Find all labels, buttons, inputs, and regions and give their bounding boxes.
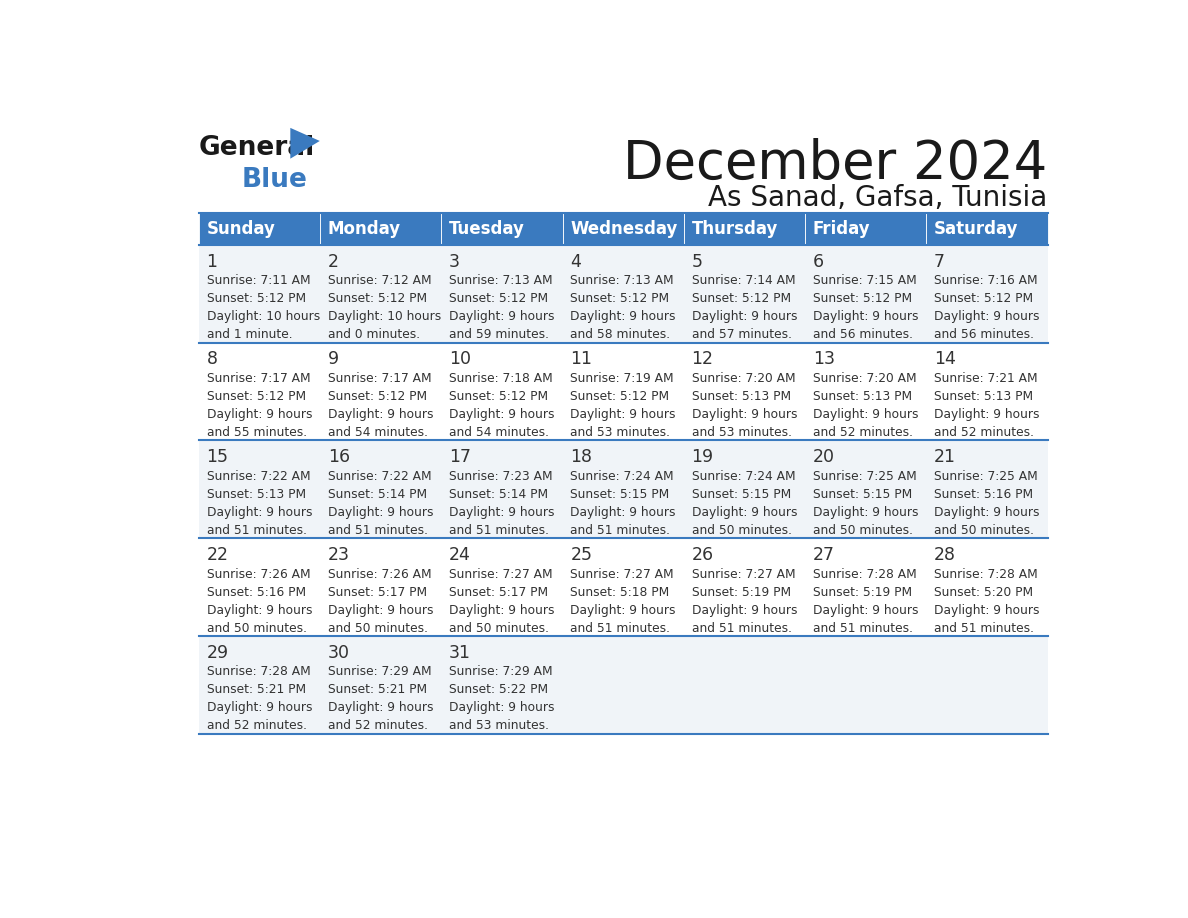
Text: 22: 22 (207, 546, 228, 564)
Text: 3: 3 (449, 252, 460, 271)
Bar (198, 538, 1048, 636)
Bar (805, 213, 927, 245)
Text: Sunrise: 7:15 AM
Sunset: 5:12 PM
Daylight: 9 hours
and 56 minutes.: Sunrise: 7:15 AM Sunset: 5:12 PM Dayligh… (813, 274, 918, 341)
Text: Saturday: Saturday (934, 219, 1018, 238)
Text: Thursday: Thursday (691, 219, 778, 238)
Text: December 2024: December 2024 (624, 138, 1048, 190)
Text: 25: 25 (570, 546, 593, 564)
Text: Sunrise: 7:13 AM
Sunset: 5:12 PM
Daylight: 9 hours
and 59 minutes.: Sunrise: 7:13 AM Sunset: 5:12 PM Dayligh… (449, 274, 555, 341)
Text: Sunrise: 7:20 AM
Sunset: 5:13 PM
Daylight: 9 hours
and 53 minutes.: Sunrise: 7:20 AM Sunset: 5:13 PM Dayligh… (691, 372, 797, 439)
Text: 1: 1 (207, 252, 217, 271)
Text: Sunrise: 7:17 AM
Sunset: 5:12 PM
Daylight: 9 hours
and 55 minutes.: Sunrise: 7:17 AM Sunset: 5:12 PM Dayligh… (207, 372, 312, 439)
Text: 17: 17 (449, 448, 472, 466)
Text: Sunrise: 7:25 AM
Sunset: 5:15 PM
Daylight: 9 hours
and 50 minutes.: Sunrise: 7:25 AM Sunset: 5:15 PM Dayligh… (813, 470, 918, 537)
Bar (198, 213, 320, 245)
Text: Sunrise: 7:27 AM
Sunset: 5:18 PM
Daylight: 9 hours
and 51 minutes.: Sunrise: 7:27 AM Sunset: 5:18 PM Dayligh… (570, 567, 676, 634)
Text: 16: 16 (328, 448, 350, 466)
Text: 19: 19 (691, 448, 714, 466)
Bar (198, 441, 1048, 538)
Bar (320, 213, 441, 245)
Text: Sunrise: 7:18 AM
Sunset: 5:12 PM
Daylight: 9 hours
and 54 minutes.: Sunrise: 7:18 AM Sunset: 5:12 PM Dayligh… (449, 372, 555, 439)
Text: Sunday: Sunday (207, 219, 276, 238)
Text: Sunrise: 7:29 AM
Sunset: 5:22 PM
Daylight: 9 hours
and 53 minutes.: Sunrise: 7:29 AM Sunset: 5:22 PM Dayligh… (449, 666, 555, 733)
Text: 10: 10 (449, 351, 472, 368)
Text: 28: 28 (934, 546, 956, 564)
Text: 31: 31 (449, 644, 472, 662)
Text: Sunrise: 7:27 AM
Sunset: 5:17 PM
Daylight: 9 hours
and 50 minutes.: Sunrise: 7:27 AM Sunset: 5:17 PM Dayligh… (449, 567, 555, 634)
Text: Sunrise: 7:23 AM
Sunset: 5:14 PM
Daylight: 9 hours
and 51 minutes.: Sunrise: 7:23 AM Sunset: 5:14 PM Dayligh… (449, 470, 555, 537)
Text: Sunrise: 7:22 AM
Sunset: 5:14 PM
Daylight: 9 hours
and 51 minutes.: Sunrise: 7:22 AM Sunset: 5:14 PM Dayligh… (328, 470, 434, 537)
Text: General: General (198, 135, 315, 161)
Bar (563, 213, 684, 245)
Text: Sunrise: 7:19 AM
Sunset: 5:12 PM
Daylight: 9 hours
and 53 minutes.: Sunrise: 7:19 AM Sunset: 5:12 PM Dayligh… (570, 372, 676, 439)
Text: 14: 14 (934, 351, 956, 368)
Text: Sunrise: 7:28 AM
Sunset: 5:21 PM
Daylight: 9 hours
and 52 minutes.: Sunrise: 7:28 AM Sunset: 5:21 PM Dayligh… (207, 666, 312, 733)
Text: 5: 5 (691, 252, 702, 271)
Text: 6: 6 (813, 252, 824, 271)
Text: Sunrise: 7:26 AM
Sunset: 5:17 PM
Daylight: 9 hours
and 50 minutes.: Sunrise: 7:26 AM Sunset: 5:17 PM Dayligh… (328, 567, 434, 634)
Text: 11: 11 (570, 351, 593, 368)
Bar (441, 213, 563, 245)
Text: 13: 13 (813, 351, 835, 368)
Text: Sunrise: 7:11 AM
Sunset: 5:12 PM
Daylight: 10 hours
and 1 minute.: Sunrise: 7:11 AM Sunset: 5:12 PM Dayligh… (207, 274, 320, 341)
Text: 7: 7 (934, 252, 944, 271)
Text: Sunrise: 7:21 AM
Sunset: 5:13 PM
Daylight: 9 hours
and 52 minutes.: Sunrise: 7:21 AM Sunset: 5:13 PM Dayligh… (934, 372, 1040, 439)
Text: 23: 23 (328, 546, 349, 564)
Text: Sunrise: 7:27 AM
Sunset: 5:19 PM
Daylight: 9 hours
and 51 minutes.: Sunrise: 7:27 AM Sunset: 5:19 PM Dayligh… (691, 567, 797, 634)
Text: Sunrise: 7:25 AM
Sunset: 5:16 PM
Daylight: 9 hours
and 50 minutes.: Sunrise: 7:25 AM Sunset: 5:16 PM Dayligh… (934, 470, 1040, 537)
Text: 27: 27 (813, 546, 835, 564)
Polygon shape (290, 128, 320, 159)
Bar (927, 213, 1048, 245)
Text: Sunrise: 7:24 AM
Sunset: 5:15 PM
Daylight: 9 hours
and 50 minutes.: Sunrise: 7:24 AM Sunset: 5:15 PM Dayligh… (691, 470, 797, 537)
Text: Sunrise: 7:22 AM
Sunset: 5:13 PM
Daylight: 9 hours
and 51 minutes.: Sunrise: 7:22 AM Sunset: 5:13 PM Dayligh… (207, 470, 312, 537)
Bar (198, 342, 1048, 441)
Bar (684, 213, 805, 245)
Text: Blue: Blue (241, 167, 308, 193)
Text: 29: 29 (207, 644, 229, 662)
Text: 12: 12 (691, 351, 714, 368)
Text: 24: 24 (449, 546, 470, 564)
Text: 2: 2 (328, 252, 339, 271)
Text: Monday: Monday (328, 219, 402, 238)
Text: Friday: Friday (813, 219, 871, 238)
Text: 4: 4 (570, 252, 581, 271)
Text: Sunrise: 7:28 AM
Sunset: 5:19 PM
Daylight: 9 hours
and 51 minutes.: Sunrise: 7:28 AM Sunset: 5:19 PM Dayligh… (813, 567, 918, 634)
Text: Sunrise: 7:13 AM
Sunset: 5:12 PM
Daylight: 9 hours
and 58 minutes.: Sunrise: 7:13 AM Sunset: 5:12 PM Dayligh… (570, 274, 676, 341)
Bar (198, 636, 1048, 733)
Text: As Sanad, Gafsa, Tunisia: As Sanad, Gafsa, Tunisia (708, 185, 1048, 212)
Text: 9: 9 (328, 351, 339, 368)
Bar (198, 245, 1048, 342)
Text: 15: 15 (207, 448, 228, 466)
Text: Sunrise: 7:20 AM
Sunset: 5:13 PM
Daylight: 9 hours
and 52 minutes.: Sunrise: 7:20 AM Sunset: 5:13 PM Dayligh… (813, 372, 918, 439)
Text: 30: 30 (328, 644, 349, 662)
Text: Sunrise: 7:12 AM
Sunset: 5:12 PM
Daylight: 10 hours
and 0 minutes.: Sunrise: 7:12 AM Sunset: 5:12 PM Dayligh… (328, 274, 441, 341)
Text: 18: 18 (570, 448, 593, 466)
Text: 21: 21 (934, 448, 956, 466)
Text: Sunrise: 7:17 AM
Sunset: 5:12 PM
Daylight: 9 hours
and 54 minutes.: Sunrise: 7:17 AM Sunset: 5:12 PM Dayligh… (328, 372, 434, 439)
Text: Sunrise: 7:29 AM
Sunset: 5:21 PM
Daylight: 9 hours
and 52 minutes.: Sunrise: 7:29 AM Sunset: 5:21 PM Dayligh… (328, 666, 434, 733)
Text: Sunrise: 7:26 AM
Sunset: 5:16 PM
Daylight: 9 hours
and 50 minutes.: Sunrise: 7:26 AM Sunset: 5:16 PM Dayligh… (207, 567, 312, 634)
Text: 8: 8 (207, 351, 217, 368)
Text: Sunrise: 7:16 AM
Sunset: 5:12 PM
Daylight: 9 hours
and 56 minutes.: Sunrise: 7:16 AM Sunset: 5:12 PM Dayligh… (934, 274, 1040, 341)
Text: Sunrise: 7:14 AM
Sunset: 5:12 PM
Daylight: 9 hours
and 57 minutes.: Sunrise: 7:14 AM Sunset: 5:12 PM Dayligh… (691, 274, 797, 341)
Text: Sunrise: 7:24 AM
Sunset: 5:15 PM
Daylight: 9 hours
and 51 minutes.: Sunrise: 7:24 AM Sunset: 5:15 PM Dayligh… (570, 470, 676, 537)
Text: Sunrise: 7:28 AM
Sunset: 5:20 PM
Daylight: 9 hours
and 51 minutes.: Sunrise: 7:28 AM Sunset: 5:20 PM Dayligh… (934, 567, 1040, 634)
Text: 20: 20 (813, 448, 835, 466)
Text: Tuesday: Tuesday (449, 219, 525, 238)
Text: 26: 26 (691, 546, 714, 564)
Text: Wednesday: Wednesday (570, 219, 677, 238)
